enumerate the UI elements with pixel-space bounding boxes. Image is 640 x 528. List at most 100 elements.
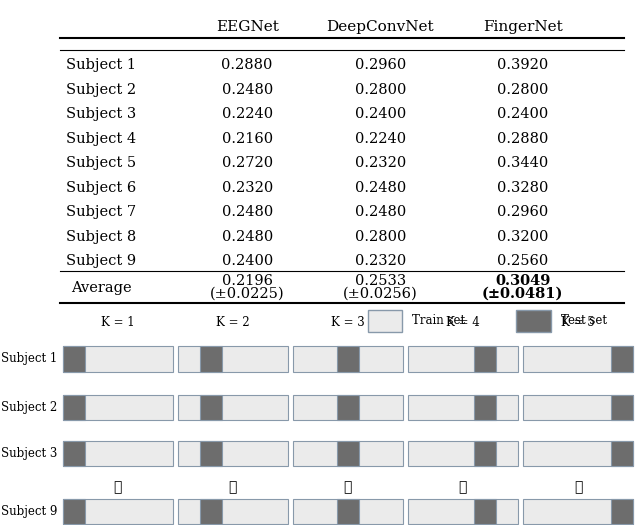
Bar xyxy=(523,440,633,466)
Text: Subject 4: Subject 4 xyxy=(67,131,136,146)
Text: ⋮: ⋮ xyxy=(574,480,582,494)
Text: K = 2: K = 2 xyxy=(216,316,250,329)
Text: 0.2400: 0.2400 xyxy=(355,107,406,121)
Text: 0.2880: 0.2880 xyxy=(497,131,548,146)
Text: 0.2320: 0.2320 xyxy=(221,181,273,195)
Bar xyxy=(178,346,288,372)
Text: 0.2320: 0.2320 xyxy=(355,254,406,268)
Text: 0.2960: 0.2960 xyxy=(497,205,548,219)
Bar xyxy=(474,498,496,524)
Text: Subject 2: Subject 2 xyxy=(1,401,57,413)
Text: FingerNet: FingerNet xyxy=(483,20,563,34)
Bar xyxy=(611,394,633,420)
Bar xyxy=(63,498,173,524)
Text: 0.2800: 0.2800 xyxy=(355,83,406,97)
Bar xyxy=(63,394,173,420)
Text: 0.2800: 0.2800 xyxy=(497,83,548,97)
Bar xyxy=(523,394,633,420)
Bar xyxy=(474,394,496,420)
Bar xyxy=(408,440,518,466)
Text: Train set: Train set xyxy=(412,314,465,327)
Text: K = 3: K = 3 xyxy=(331,316,365,329)
Text: 0.3280: 0.3280 xyxy=(497,181,548,195)
Text: Subject 2: Subject 2 xyxy=(67,83,136,97)
Bar xyxy=(293,498,403,524)
Bar xyxy=(63,346,173,372)
Text: Subject 9: Subject 9 xyxy=(1,505,57,517)
Text: ⋮: ⋮ xyxy=(459,480,467,494)
Bar xyxy=(611,498,633,524)
Bar xyxy=(523,346,633,372)
Bar xyxy=(293,346,403,372)
Text: 0.2400: 0.2400 xyxy=(221,254,273,268)
Text: (±0.0256): (±0.0256) xyxy=(343,287,417,301)
Bar xyxy=(63,440,173,466)
Text: K = 5: K = 5 xyxy=(561,316,595,329)
Text: DeepConvNet: DeepConvNet xyxy=(326,20,434,34)
Text: 0.2400: 0.2400 xyxy=(497,107,548,121)
Text: 0.2320: 0.2320 xyxy=(355,156,406,170)
Bar xyxy=(178,394,288,420)
Text: Subject 5: Subject 5 xyxy=(67,156,136,170)
Text: 0.2720: 0.2720 xyxy=(221,156,273,170)
Text: 0.2560: 0.2560 xyxy=(497,254,548,268)
Bar xyxy=(337,394,359,420)
Bar xyxy=(337,346,359,372)
Text: 0.2533: 0.2533 xyxy=(355,274,406,288)
Text: 0.2480: 0.2480 xyxy=(355,205,406,219)
Text: 0.3200: 0.3200 xyxy=(497,230,548,243)
Text: Subject 3: Subject 3 xyxy=(67,107,136,121)
Bar xyxy=(293,440,403,466)
Text: 0.2240: 0.2240 xyxy=(355,131,406,146)
FancyBboxPatch shape xyxy=(516,310,551,332)
Bar xyxy=(611,346,633,372)
Text: EEGNet: EEGNet xyxy=(216,20,278,34)
Text: 0.3920: 0.3920 xyxy=(497,58,548,72)
Text: 0.2960: 0.2960 xyxy=(355,58,406,72)
Text: ⋮: ⋮ xyxy=(228,480,237,494)
Bar xyxy=(178,440,288,466)
Text: 0.2480: 0.2480 xyxy=(355,181,406,195)
Bar xyxy=(178,498,288,524)
Bar xyxy=(408,346,518,372)
Bar xyxy=(293,394,403,420)
Text: 0.2880: 0.2880 xyxy=(221,58,273,72)
Bar xyxy=(474,440,496,466)
Text: Subject 8: Subject 8 xyxy=(67,230,136,243)
Bar xyxy=(408,498,518,524)
Text: K = 1: K = 1 xyxy=(101,316,134,329)
Bar xyxy=(200,346,222,372)
Bar xyxy=(200,498,222,524)
Bar xyxy=(474,346,496,372)
Bar xyxy=(200,394,222,420)
Text: 0.2480: 0.2480 xyxy=(221,230,273,243)
Text: 0.2160: 0.2160 xyxy=(221,131,273,146)
Text: 0.2480: 0.2480 xyxy=(221,205,273,219)
Text: Subject 9: Subject 9 xyxy=(67,254,136,268)
Text: ⋮: ⋮ xyxy=(344,480,352,494)
Bar xyxy=(337,440,359,466)
Bar xyxy=(523,498,633,524)
Text: 0.3440: 0.3440 xyxy=(497,156,548,170)
Bar xyxy=(63,346,84,372)
Text: K = 4: K = 4 xyxy=(446,316,480,329)
Text: 0.2240: 0.2240 xyxy=(221,107,273,121)
Bar xyxy=(408,394,518,420)
Text: Subject 6: Subject 6 xyxy=(67,181,136,195)
Text: Subject 1: Subject 1 xyxy=(67,58,136,72)
Text: 0.2480: 0.2480 xyxy=(221,83,273,97)
Text: Average: Average xyxy=(71,280,132,295)
FancyBboxPatch shape xyxy=(367,310,403,332)
Text: 0.3049: 0.3049 xyxy=(495,274,550,288)
Bar xyxy=(63,394,84,420)
Bar xyxy=(63,498,84,524)
Text: (±0.0481): (±0.0481) xyxy=(482,287,563,301)
Bar xyxy=(611,440,633,466)
Text: (±0.0225): (±0.0225) xyxy=(210,287,284,301)
Text: ⋮: ⋮ xyxy=(113,480,122,494)
Bar xyxy=(63,440,84,466)
Text: Subject 1: Subject 1 xyxy=(1,353,57,365)
Text: Test set: Test set xyxy=(561,314,607,327)
Text: Subject 3: Subject 3 xyxy=(1,447,57,459)
Bar xyxy=(337,498,359,524)
